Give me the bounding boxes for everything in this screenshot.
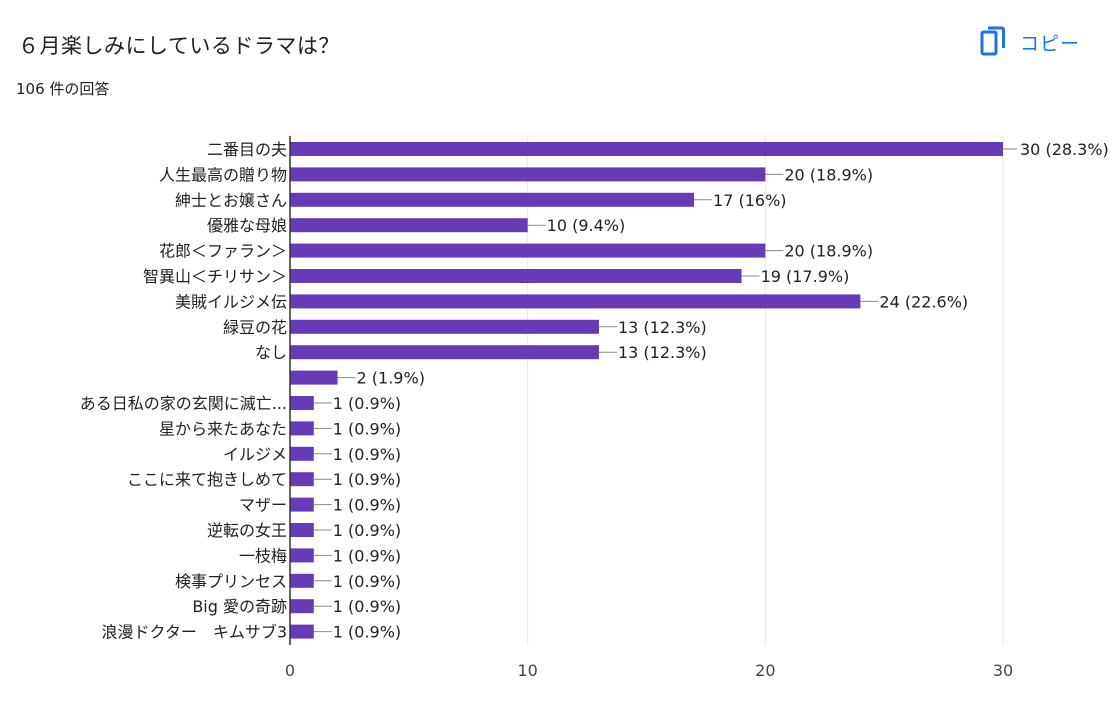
bar (290, 294, 861, 309)
data-label: 30 (28.3%) (1020, 140, 1109, 159)
bar (290, 624, 314, 639)
question-title: ６月楽しみにしているドラマは？ (18, 34, 340, 58)
category-label: なし (255, 343, 287, 362)
bar (290, 599, 314, 614)
category-label: ある日私の家の玄関に滅亡... (80, 394, 287, 413)
copy-icon (980, 26, 1006, 58)
category-label: ここに来て抱きしめて (127, 470, 287, 489)
data-label: 1 (0.9%) (333, 419, 401, 438)
category-label: 美賊イルジメ伝 (175, 292, 287, 311)
copy-label: コピー (1020, 32, 1081, 55)
category-label: 智異山＜チリサン＞ (143, 267, 287, 286)
bar (290, 421, 314, 436)
category-label: 二番目の夫 (207, 140, 287, 159)
category-label: 緑豆の花 (223, 318, 287, 337)
x-tick-label: 30 (993, 661, 1013, 680)
category-label: 紳士とお嬢さん (175, 191, 287, 210)
category-label: 人生最高の贈り物 (159, 165, 287, 184)
x-tick-label: 10 (517, 661, 537, 680)
bar (290, 345, 599, 360)
data-label: 1 (0.9%) (333, 546, 401, 565)
bar (290, 370, 338, 385)
bar (290, 396, 314, 410)
data-label: 1 (0.9%) (333, 572, 401, 591)
x-tick-label: 20 (755, 661, 775, 680)
bar (290, 497, 314, 512)
category-label: 逆転の女王 (207, 521, 287, 540)
data-label: 1 (0.9%) (333, 521, 401, 540)
data-label: 13 (12.3%) (618, 318, 707, 337)
data-label: 1 (0.9%) (333, 597, 401, 616)
category-label: 浪漫ドクター キムサブ3 (101, 623, 287, 642)
bar (290, 319, 599, 334)
category-label: 検事プリンセス (175, 572, 287, 591)
x-tick-label: 0 (285, 661, 295, 680)
data-label: 1 (0.9%) (333, 496, 401, 515)
response-count: 106 件の回答 (16, 80, 110, 98)
bar (290, 269, 742, 283)
data-label: 1 (0.9%) (333, 394, 401, 413)
data-label: 24 (22.6%) (879, 292, 968, 311)
data-label: 19 (17.9%) (761, 267, 850, 286)
category-label: 星から来たあなた (159, 419, 287, 438)
category-label: 一枝梅 (239, 546, 287, 565)
category-label: イルジメ (223, 445, 287, 464)
bar (290, 446, 314, 461)
category-label: 優雅な母娘 (207, 216, 287, 235)
data-label: 20 (18.9%) (784, 242, 873, 261)
bar (290, 472, 314, 487)
bar (290, 523, 314, 537)
data-label: 1 (0.9%) (333, 445, 401, 464)
bar (290, 167, 766, 182)
category-label: Big 愛の奇跡 (192, 597, 287, 616)
data-label: 10 (9.4%) (547, 216, 626, 235)
bar (290, 142, 1003, 156)
bar (290, 218, 528, 233)
bar (290, 548, 314, 563)
data-label: 20 (18.9%) (784, 165, 873, 184)
data-label: 17 (16%) (713, 191, 787, 210)
data-label: 13 (12.3%) (618, 343, 707, 362)
bar (290, 573, 314, 588)
category-label: マザー (239, 496, 287, 515)
data-label: 1 (0.9%) (333, 470, 401, 489)
data-label: 2 (1.9%) (357, 369, 425, 388)
data-label: 1 (0.9%) (333, 623, 401, 642)
category-label: 花郎＜ファラン＞ (159, 242, 287, 261)
bar (290, 243, 766, 258)
copy-button[interactable]: コピー (980, 26, 1080, 58)
bar (290, 192, 695, 207)
